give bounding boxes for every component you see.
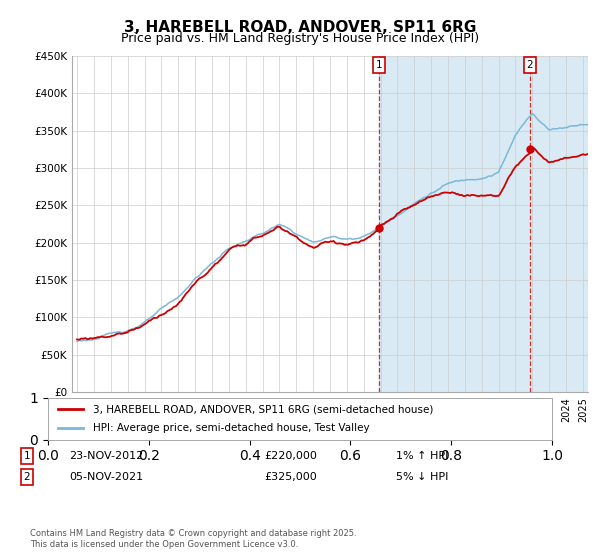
Text: Price paid vs. HM Land Registry's House Price Index (HPI): Price paid vs. HM Land Registry's House … (121, 32, 479, 45)
Text: 3, HAREBELL ROAD, ANDOVER, SP11 6RG: 3, HAREBELL ROAD, ANDOVER, SP11 6RG (124, 20, 476, 35)
Text: 1: 1 (23, 451, 31, 461)
Text: 23-NOV-2012: 23-NOV-2012 (69, 451, 143, 461)
Text: HPI: Average price, semi-detached house, Test Valley: HPI: Average price, semi-detached house,… (94, 423, 370, 433)
Text: 3, HAREBELL ROAD, ANDOVER, SP11 6RG (semi-detached house): 3, HAREBELL ROAD, ANDOVER, SP11 6RG (sem… (94, 404, 434, 414)
Text: 1: 1 (376, 60, 382, 70)
Text: Contains HM Land Registry data © Crown copyright and database right 2025.
This d: Contains HM Land Registry data © Crown c… (30, 529, 356, 549)
Text: £325,000: £325,000 (264, 472, 317, 482)
Text: 1% ↑ HPI: 1% ↑ HPI (396, 451, 448, 461)
Text: £220,000: £220,000 (264, 451, 317, 461)
Bar (379, 56, 588, 392)
Text: 2: 2 (527, 60, 533, 70)
Text: 05-NOV-2021: 05-NOV-2021 (69, 472, 143, 482)
Text: 2: 2 (23, 472, 31, 482)
Text: 5% ↓ HPI: 5% ↓ HPI (396, 472, 448, 482)
